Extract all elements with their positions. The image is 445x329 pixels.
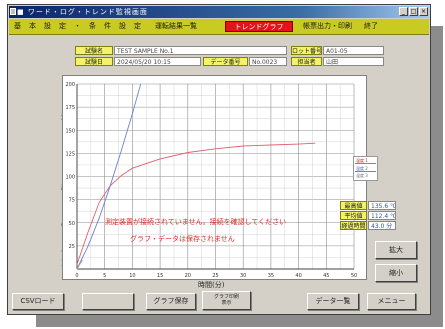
series-line-温度2 bbox=[76, 83, 142, 270]
legend-entry: 温度 3 bbox=[356, 173, 368, 178]
trend-chart[interactable]: 25 50 75 100 125 150 175 200 0 5 10 15 20 25 30 35 40 45 5… bbox=[62, 75, 378, 280]
zoom-out-button[interactable]: 縮小 bbox=[375, 264, 417, 282]
csv-load-button[interactable]: CSVロード bbox=[12, 293, 64, 310]
avg-value: 112.4 ℃ bbox=[368, 211, 396, 220]
window-title: ■ ワード・ログ・トレンド監視画面 bbox=[17, 8, 148, 16]
minimize-icon[interactable]: _ bbox=[399, 7, 408, 16]
menu-trend-graph[interactable]: トレンドグラフ bbox=[225, 21, 293, 32]
test-date-field[interactable]: 2024/05/20 10:15 bbox=[114, 57, 201, 66]
menu-item-jouken-2[interactable]: 件 bbox=[104, 22, 111, 30]
window-controls: _ □ × bbox=[399, 7, 428, 17]
y-tick-label: 100 bbox=[65, 175, 75, 181]
close-icon[interactable]: × bbox=[419, 7, 428, 16]
menu-item-separator[interactable]: ・ bbox=[74, 22, 81, 30]
menu-item-settei-1[interactable]: 設 bbox=[44, 22, 51, 30]
legend-entry: 温度 1 bbox=[356, 158, 368, 163]
y-tick-label: 175 bbox=[65, 105, 75, 111]
menu-item-settei-3[interactable]: 設 bbox=[119, 22, 126, 30]
data-list-button[interactable]: データ一覧 bbox=[307, 293, 359, 310]
x-tick-label: 25 bbox=[212, 273, 218, 279]
x-tick-label: 15 bbox=[157, 273, 163, 279]
data-number-label: データ番号 bbox=[203, 57, 248, 66]
trend-chart-svg: 25 50 75 100 125 150 175 200 0 5 10 15 20 25 30 35 40 45 5… bbox=[65, 82, 357, 279]
y-tick-label: 150 bbox=[65, 128, 75, 134]
menu-exit[interactable]: 終了 bbox=[364, 22, 378, 30]
menu-item-kihon-1[interactable]: 基 bbox=[14, 22, 21, 30]
elapsed-time-label: 経過時間 bbox=[340, 221, 367, 230]
data-number-field[interactable]: No.0023 bbox=[249, 57, 287, 66]
test-date-label: 試験日 bbox=[75, 57, 113, 66]
y-tick-label: 125 bbox=[65, 151, 75, 157]
maximize-icon[interactable]: □ bbox=[409, 7, 418, 16]
zoom-in-button[interactable]: 拡大 bbox=[375, 241, 417, 259]
legend-swatch bbox=[355, 163, 376, 164]
x-tick-label: 5 bbox=[103, 273, 106, 279]
series-line-温度1 bbox=[76, 142, 316, 265]
y-tick-label: 75 bbox=[69, 198, 75, 204]
x-tick-label: 20 bbox=[185, 273, 191, 279]
elapsed-time-value: 43.0 分 bbox=[368, 221, 396, 230]
menu-bar: 基 本 設 定 ・ 条 件 設 定 運転結果一覧 トレンドグラフ 帳票出力・印刷… bbox=[9, 19, 429, 35]
title-bar[interactable]: ■ ワード・ログ・トレンド監視画面 _ □ × bbox=[9, 6, 429, 18]
operator-label: 担当者 bbox=[291, 57, 322, 66]
menu-results-list[interactable]: 運転結果一覧 bbox=[155, 22, 197, 30]
max-value-label: 最高値 bbox=[340, 201, 367, 210]
x-tick-label: 35 bbox=[268, 273, 274, 279]
blank-button[interactable] bbox=[82, 293, 134, 310]
test-name-label: 試験名 bbox=[75, 46, 113, 55]
x-tick-label: 10 bbox=[129, 273, 135, 279]
main-window: ■ ワード・ログ・トレンド監視画面 _ □ × 基 本 設 定 ・ 条 件 設 … bbox=[7, 4, 431, 315]
save-graph-button[interactable]: グラフ保存 bbox=[146, 293, 196, 310]
y-tick-label: 200 bbox=[65, 82, 75, 88]
x-tick-label: 30 bbox=[240, 273, 246, 279]
y-tick-label: 50 bbox=[69, 221, 75, 227]
chart-legend: 温度 1 温度 2 温度 3 bbox=[353, 156, 378, 181]
menu-item-settei-4[interactable]: 定 bbox=[134, 22, 141, 30]
max-value: 135.6 ℃ bbox=[368, 201, 396, 210]
lot-number-label: ロット番号 bbox=[291, 46, 322, 55]
menu-report-print[interactable]: 帳票出力・印刷 bbox=[303, 22, 352, 30]
lot-number-field[interactable]: A01-05 bbox=[323, 46, 384, 55]
x-tick-label: 0 bbox=[75, 273, 78, 279]
x-axis-title: 時間(分) bbox=[198, 281, 225, 289]
warning-line-1: 測定装置が接続されていません。接続を確認してください bbox=[105, 218, 287, 226]
x-tick-label: 45 bbox=[323, 273, 329, 279]
x-tick-label: 40 bbox=[295, 273, 301, 279]
menu-button[interactable]: メニュー bbox=[367, 293, 416, 310]
avg-value-label: 平均値 bbox=[340, 211, 367, 220]
menu-item-settei-2[interactable]: 定 bbox=[59, 22, 66, 30]
x-tick-label: 50 bbox=[351, 273, 357, 279]
legend-entry: 温度 2 bbox=[356, 166, 368, 171]
warning-line-2: グラフ・データは保存されません bbox=[130, 235, 235, 243]
menu-item-jouken-1[interactable]: 条 bbox=[89, 22, 96, 30]
app-icon bbox=[10, 8, 16, 15]
y-tick-label: 25 bbox=[69, 244, 75, 250]
series-line-温度3 bbox=[76, 259, 83, 270]
test-name-field[interactable]: TEST SAMPLE No.1 bbox=[114, 46, 287, 55]
operator-field[interactable]: 山田 bbox=[323, 57, 384, 66]
print-graph-button[interactable]: グラフ印刷 表示 bbox=[202, 291, 251, 310]
menu-item-kihon-2[interactable]: 本 bbox=[29, 22, 36, 30]
legend-swatch bbox=[355, 171, 376, 172]
